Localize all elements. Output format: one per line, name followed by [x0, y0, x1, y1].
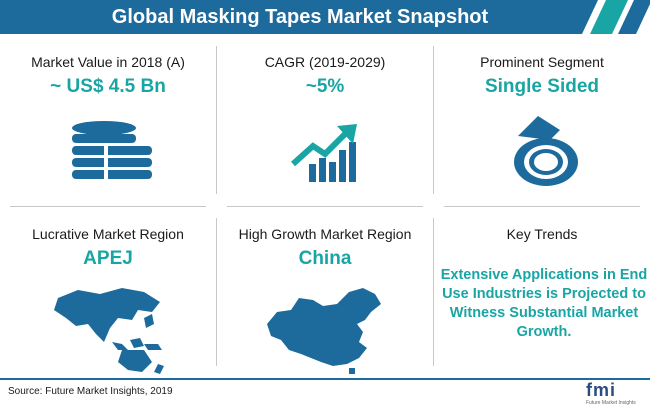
card-label: High Growth Market Region — [238, 226, 412, 242]
card-value: China — [298, 248, 352, 269]
trend-text: Extensive Applications in End Use Indust… — [440, 267, 648, 340]
card-high-growth-region: High Growth Market Region China — [217, 206, 433, 378]
card-label: Market Value in 2018 (A) — [31, 54, 185, 70]
divider — [10, 206, 206, 207]
china-map-icon — [267, 288, 381, 374]
card-value: ~ US$ 4.5 Bn — [50, 76, 166, 97]
source-note: Source: Future Market Insights, 2019 — [8, 386, 173, 397]
card-label: Prominent Segment — [480, 54, 604, 70]
card-cagr: CAGR (2019-2029) ~5% — [217, 34, 433, 206]
snapshot-grid: Market Value in 2018 (A) ~ US$ 4.5 Bn CA… — [0, 34, 650, 378]
card-label: Key Trends — [506, 226, 578, 242]
fmi-logo: fmi Future Market Insights — [586, 380, 642, 408]
growth-chart-icon — [291, 124, 357, 182]
header-banner: Global Masking Tapes Market Snapshot — [0, 0, 650, 34]
divider — [433, 218, 434, 366]
card-value: ~5% — [305, 76, 345, 97]
card-value: APEJ — [83, 248, 133, 269]
card-lucrative-region: Lucrative Market Region APEJ — [0, 206, 216, 378]
coin-stack-icon — [72, 121, 152, 181]
tape-roll-icon — [514, 116, 578, 186]
card-value: Single Sided — [484, 76, 600, 97]
footer-divider — [0, 378, 650, 380]
header-bg — [0, 0, 650, 34]
divider — [216, 46, 217, 194]
logo-subtext: Future Market Insights — [586, 400, 636, 406]
page-title: Global Masking Tapes Market Snapshot — [111, 6, 489, 28]
card-market-value: Market Value in 2018 (A) ~ US$ 4.5 Bn — [0, 34, 216, 206]
divider — [216, 218, 217, 366]
logo-text: fmi — [586, 380, 616, 400]
card-label: Lucrative Market Region — [32, 226, 184, 242]
card-label: CAGR (2019-2029) — [264, 54, 386, 70]
card-prominent-segment: Prominent Segment Single Sided — [434, 34, 650, 206]
divider — [444, 206, 640, 207]
divider — [227, 206, 423, 207]
card-key-trends: Key Trends Extensive Applications in End… — [434, 206, 650, 378]
apej-map-icon — [54, 288, 164, 374]
divider — [433, 46, 434, 194]
